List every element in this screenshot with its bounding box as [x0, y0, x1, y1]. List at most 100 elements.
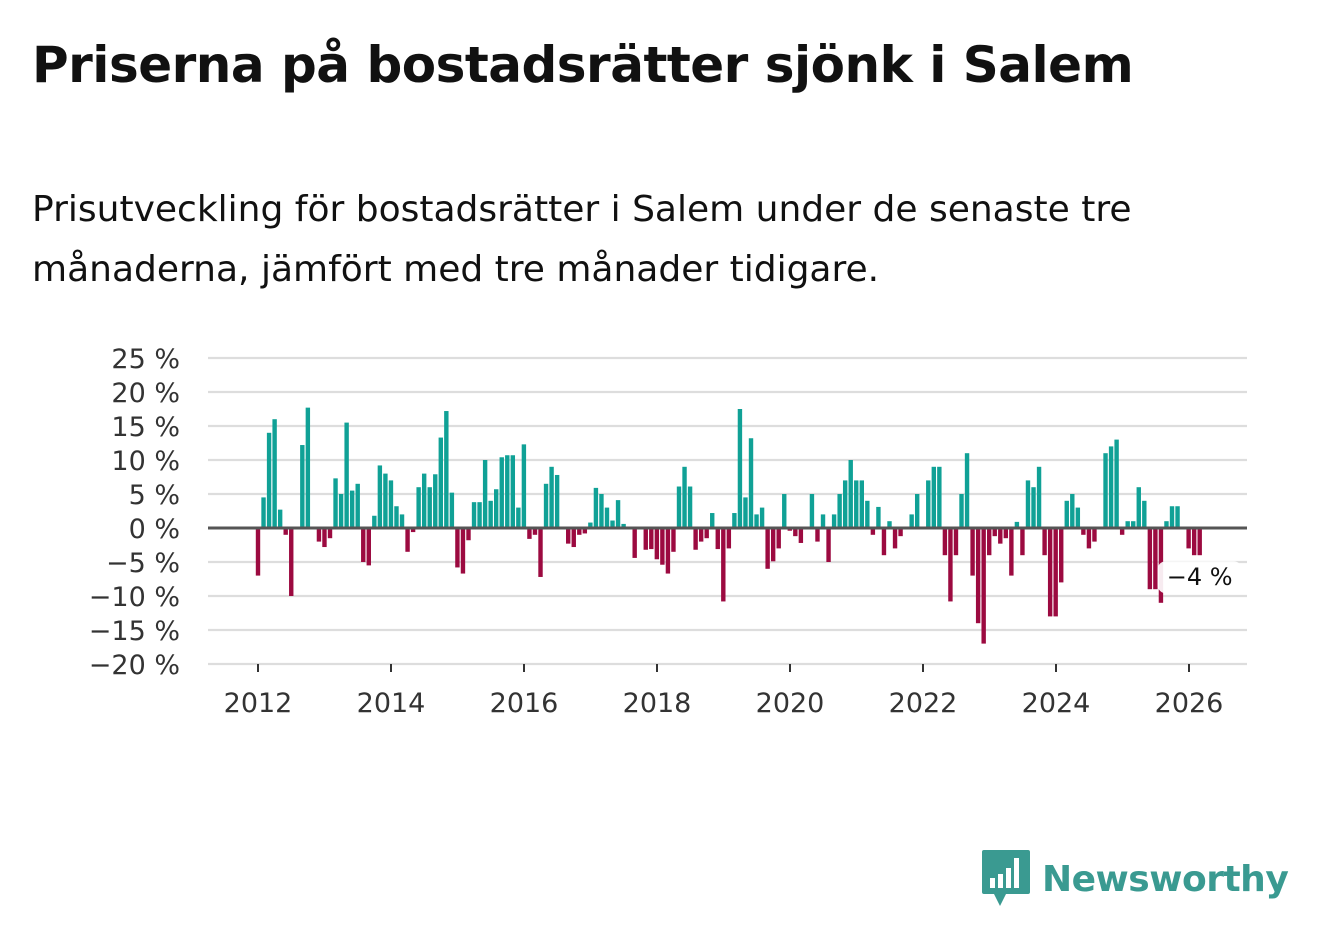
bar [704, 528, 709, 539]
bar [255, 528, 261, 576]
bar [444, 411, 449, 528]
bar [815, 528, 820, 542]
brand-name: Newsworthy [1042, 858, 1289, 900]
bar [881, 528, 887, 556]
bar [1025, 480, 1031, 528]
bar [505, 455, 510, 528]
bar [499, 457, 504, 528]
bar [421, 473, 427, 528]
bar [527, 528, 532, 539]
bar [510, 455, 516, 528]
bar [798, 528, 804, 543]
bar [471, 502, 477, 528]
y-tick-label: 10 % [111, 446, 180, 477]
bar [460, 528, 466, 574]
bar [316, 528, 322, 542]
bar [277, 509, 283, 528]
bar [998, 528, 1003, 544]
bar [593, 487, 599, 528]
y-tick-label: −20 % [89, 650, 180, 681]
x-tick-label: 2024 [1022, 688, 1091, 719]
bar [748, 438, 754, 528]
bar [942, 528, 948, 556]
bar [793, 528, 798, 537]
y-axis-labels: 25 %20 %15 %10 %5 %0 %−5 %−10 %−15 %−20 … [89, 344, 180, 681]
bar [549, 466, 554, 528]
bar [1003, 528, 1009, 539]
bar [377, 465, 383, 528]
bar [953, 528, 959, 556]
bar [959, 494, 964, 528]
bar [305, 407, 311, 528]
bar [571, 528, 576, 548]
bar [1147, 528, 1153, 590]
bar [1070, 494, 1075, 528]
bar [566, 528, 571, 544]
bar [743, 497, 748, 528]
bar [610, 520, 615, 528]
bar [1108, 446, 1114, 528]
bar [621, 523, 626, 528]
bar [355, 483, 360, 528]
bar [1064, 500, 1069, 528]
chart-subtitle: Prisutveckling för bostadsrätter i Salem… [32, 189, 1132, 290]
bar [1086, 528, 1092, 549]
bar [1114, 439, 1119, 528]
bar [854, 480, 859, 528]
bar [433, 474, 438, 528]
bar [599, 494, 604, 528]
bar [776, 528, 781, 549]
bar [649, 528, 654, 550]
chart-title: Priserna på bostadsrätter sjönk i Salem [32, 36, 1134, 94]
bar [1103, 453, 1108, 528]
bar [1059, 528, 1064, 583]
bar [715, 528, 720, 550]
bar [516, 507, 521, 528]
bar [1020, 528, 1025, 556]
bar [554, 474, 560, 528]
bar [366, 528, 371, 566]
bar [671, 528, 676, 552]
bar [394, 506, 399, 528]
bar [300, 445, 305, 528]
bar [665, 528, 671, 574]
bar [687, 486, 693, 528]
bar [349, 490, 355, 528]
bar [338, 494, 344, 528]
bar [1042, 528, 1047, 556]
y-tick-label: 0 % [129, 514, 180, 545]
bar [754, 514, 759, 528]
x-tick-label: 2016 [490, 688, 559, 719]
bar [682, 466, 687, 528]
bar [676, 486, 682, 528]
bar [765, 528, 770, 569]
bar [892, 528, 898, 549]
bar [831, 514, 837, 528]
bar [427, 487, 432, 528]
x-tick-label: 2012 [224, 688, 293, 719]
bar [770, 528, 776, 562]
bar [488, 500, 493, 528]
bar [405, 528, 410, 552]
bar [660, 528, 665, 565]
bar [914, 494, 920, 528]
bar [283, 528, 288, 535]
bar [848, 460, 853, 528]
bar [1131, 521, 1136, 528]
bar [876, 506, 881, 528]
bar [588, 522, 593, 528]
bar [1186, 528, 1191, 549]
bar [726, 528, 732, 549]
bar [333, 478, 338, 528]
bar [865, 500, 870, 528]
bar [975, 528, 981, 624]
bar [1081, 528, 1086, 535]
bar [1142, 500, 1147, 528]
x-tick-label: 2026 [1155, 688, 1224, 719]
bar [987, 528, 992, 556]
x-axis: 2012 2014 2016 2018 2020 2022 2024 2026 [208, 663, 1247, 719]
bar [909, 514, 914, 528]
x-tick-label: 2020 [756, 688, 825, 719]
bar [466, 528, 471, 541]
bar [826, 528, 831, 562]
